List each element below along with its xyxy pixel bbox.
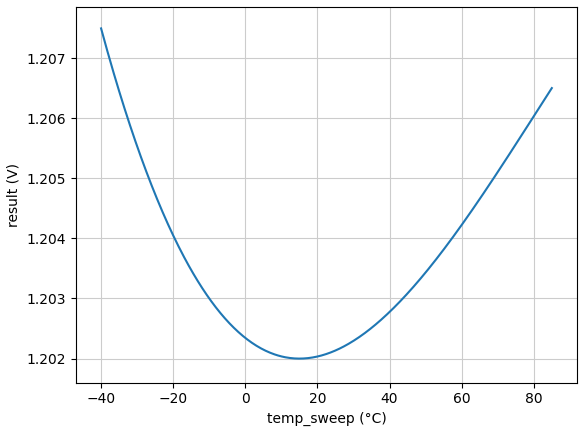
X-axis label: temp_sweep (°C): temp_sweep (°C) bbox=[266, 412, 387, 426]
Y-axis label: result (V): result (V) bbox=[7, 163, 21, 227]
